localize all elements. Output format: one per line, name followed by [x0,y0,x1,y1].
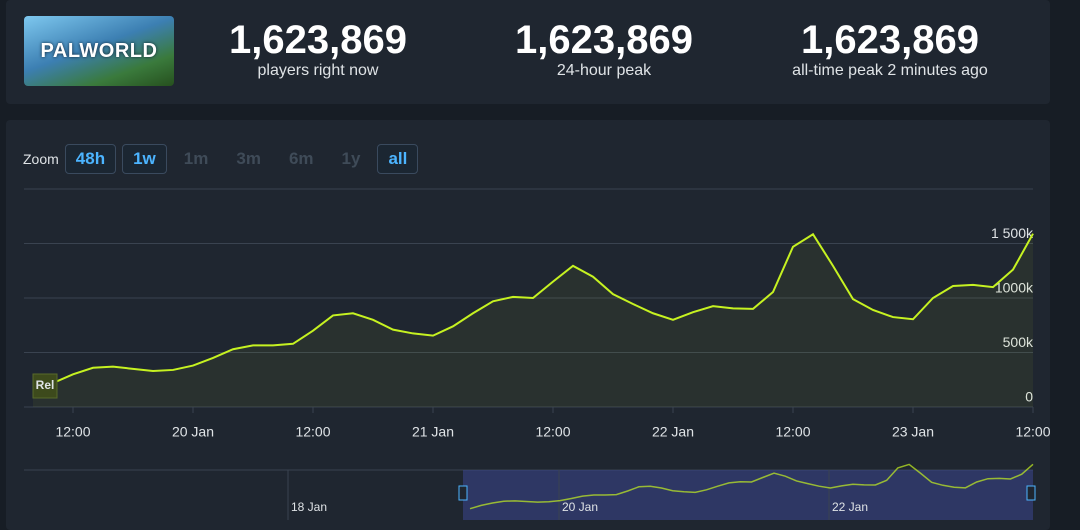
x-tick-label: 22 Jan [652,424,694,440]
navigator-handle[interactable] [458,485,468,501]
zoom-button: 1y [341,149,361,168]
y-tick-label: 0 [1025,389,1033,405]
zoom-button[interactable]: 1w [122,144,167,174]
y-tick-label: 1 500k [991,225,1034,241]
annotation-flag [32,373,58,399]
stat-value: 1,623,869 [801,18,979,62]
zoom-button[interactable]: all [377,144,419,174]
x-tick-label: 12:00 [55,424,90,440]
zoom-button[interactable]: 48h [64,144,117,174]
zoom-button: 1m [183,149,209,168]
y-tick-label: 1000k [995,280,1034,296]
x-tick-label: 12:00 [1015,424,1050,440]
x-tick-label: 21 Jan [412,424,454,440]
game-logo: PALWORLD [24,16,174,86]
stat: 1,623,869 all-time peak 2 minutes ago [760,18,1020,80]
x-tick-label: 12:00 [535,424,570,440]
navigator-label: 18 Jan [291,500,327,514]
zoom-label: Zoom [23,151,59,167]
navigator-line [469,463,1034,510]
stat-label: 24-hour peak [556,62,652,79]
series-line [32,232,1034,396]
x-tick-label: 23 Jan [892,424,934,440]
navigator-label: 22 Jan [832,500,868,514]
zoom-button: 6m [288,149,314,168]
stat-label: all-time peak 2 minutes ago [792,62,988,79]
zoom-button: 3m [236,149,261,168]
y-tick-label: 500k [1003,334,1034,350]
x-tick-label: 20 Jan [172,424,214,440]
x-tick-label: 12:00 [775,424,810,440]
stat: 1,623,869 24-hour peak [474,18,734,80]
zoom-bar: Zoom 48h 1w 1m 3m 6m 1y all [23,144,419,174]
chart-panel: Zoom 48h 1w 1m 3m 6m 1y all [6,120,1050,530]
navigator-selection [463,470,1033,520]
stat-value: 1,623,869 [229,18,407,62]
area [33,233,1033,407]
navigator-label: 20 Jan [562,500,598,514]
navigator-handle[interactable] [1026,485,1036,501]
header: PALWORLD 1,623,869 players right now 1,623… [6,0,1050,104]
stat-label: players right now [257,62,379,79]
stat-value: 1,623,869 [515,18,693,62]
x-tick-label: 12:00 [295,424,330,440]
annotation: Rel [36,378,55,392]
stat: 1,623,869 players right now [188,18,448,80]
